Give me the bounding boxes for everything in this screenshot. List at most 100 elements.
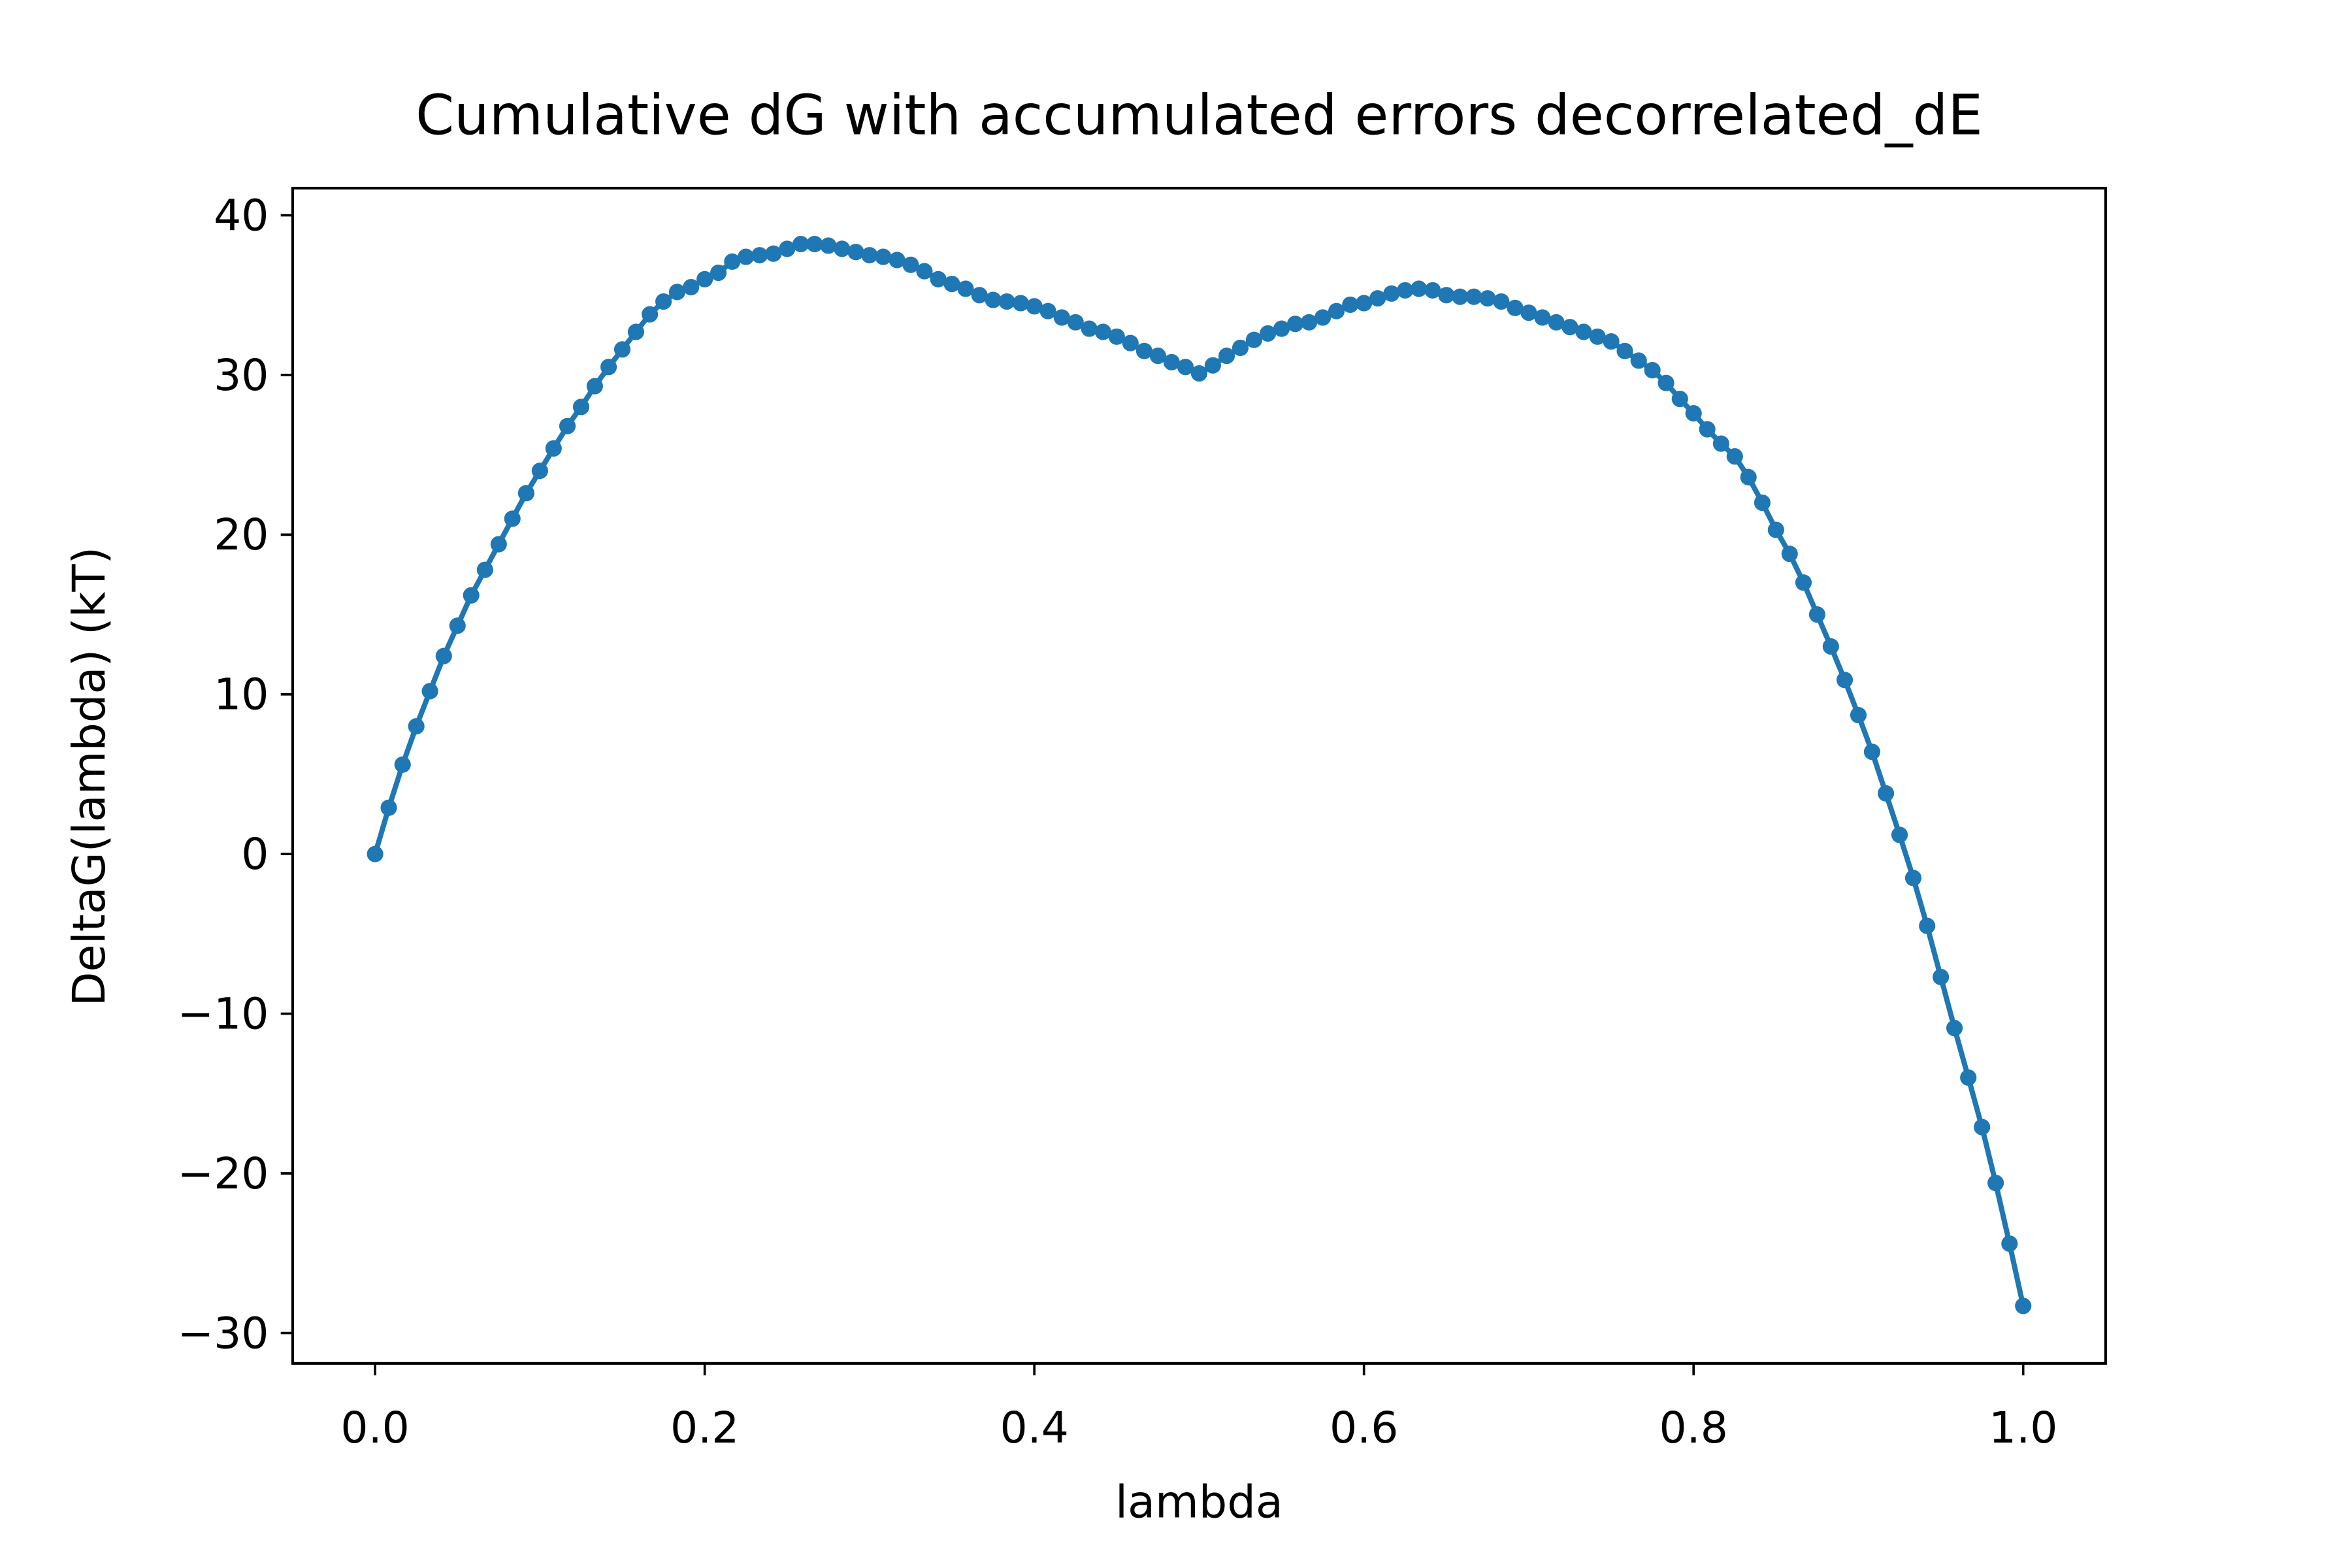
data-point	[1987, 1175, 2004, 1192]
data-point	[724, 253, 741, 270]
data-point	[490, 536, 507, 553]
data-point	[847, 244, 864, 261]
data-point	[504, 510, 521, 527]
data-point	[1726, 448, 1743, 465]
data-point	[1204, 357, 1221, 374]
data-point	[2015, 1298, 2032, 1315]
data-point	[1630, 352, 1647, 369]
data-point	[1245, 331, 1263, 348]
data-point	[1685, 405, 1702, 422]
data-point	[1438, 287, 1455, 304]
x-tick-label: 0.6	[1330, 1402, 1398, 1453]
y-tick-label: 20	[214, 509, 269, 560]
data-point	[1342, 296, 1359, 313]
data-point	[1286, 316, 1304, 333]
data-point	[1836, 672, 1854, 689]
x-tick-label: 0.0	[340, 1402, 409, 1453]
y-tick-label: −30	[178, 1307, 269, 1358]
data-point	[765, 245, 782, 262]
data-point	[1232, 339, 1249, 356]
data-point	[1863, 743, 1880, 760]
data-point	[1740, 468, 1757, 485]
data-point	[1933, 968, 1950, 985]
data-point	[2001, 1235, 2018, 1252]
data-point	[943, 276, 960, 293]
data-point	[1356, 295, 1373, 312]
data-point	[957, 280, 974, 297]
data-point	[394, 756, 411, 773]
data-point	[1108, 328, 1125, 345]
y-tick-label: 40	[214, 189, 269, 240]
data-point	[627, 323, 645, 340]
data-point	[1053, 309, 1070, 326]
data-point	[779, 240, 796, 257]
data-point	[1452, 288, 1469, 305]
y-tick-label: 10	[214, 669, 269, 720]
data-point	[367, 845, 384, 862]
x-tick-label: 0.2	[670, 1402, 739, 1453]
data-point	[1328, 302, 1345, 319]
data-point	[449, 617, 466, 634]
data-point	[1135, 342, 1152, 359]
data-point	[1891, 826, 1908, 843]
data-point	[1946, 1020, 1963, 1037]
data-point	[1081, 320, 1098, 337]
data-point	[710, 264, 727, 282]
data-point	[1424, 282, 1441, 299]
chart-title: Cumulative dG with accumulated errors de…	[416, 84, 1983, 148]
data-point	[998, 293, 1015, 310]
data-point	[861, 247, 878, 264]
data-point	[1644, 362, 1661, 379]
data-point	[1012, 295, 1029, 312]
data-point	[1383, 285, 1400, 302]
data-point	[1960, 1069, 1977, 1086]
data-point	[806, 235, 823, 253]
data-point	[1163, 353, 1180, 370]
data-point	[1603, 333, 1620, 350]
data-point	[1534, 309, 1551, 326]
data-point	[792, 235, 809, 253]
data-point	[1616, 342, 1633, 359]
data-point	[476, 561, 493, 578]
data-point	[517, 485, 535, 502]
data-point	[683, 278, 700, 296]
plot-frame	[291, 186, 2107, 1365]
data-point	[1658, 374, 1674, 391]
data-point	[1795, 574, 1812, 591]
data-point	[1493, 293, 1510, 310]
data-point	[1177, 359, 1194, 376]
data-point	[1067, 314, 1084, 331]
data-point	[421, 683, 438, 700]
y-axis-label: DeltaG(lambda) (kT)	[63, 547, 116, 1006]
data-point	[613, 341, 631, 358]
data-point	[1712, 435, 1729, 452]
x-tick-label: 1.0	[1989, 1402, 2057, 1453]
data-point	[971, 287, 988, 304]
data-point	[1767, 521, 1784, 538]
data-point	[985, 291, 1002, 308]
data-point	[1190, 365, 1207, 382]
y-tick-label: 30	[214, 350, 269, 400]
data-point	[820, 237, 837, 254]
data-point	[380, 799, 397, 816]
data-point	[1878, 785, 1895, 802]
data-point	[930, 270, 947, 287]
data-point	[1974, 1119, 1991, 1135]
data-point	[751, 247, 768, 264]
data-point	[875, 248, 892, 265]
data-point	[1369, 290, 1386, 307]
data-point	[1699, 421, 1716, 438]
data-point	[738, 248, 755, 265]
data-point	[1575, 323, 1592, 340]
data-point	[1411, 280, 1428, 297]
data-point	[1548, 314, 1565, 331]
data-point	[1904, 870, 1922, 887]
data-point	[1808, 606, 1825, 623]
data-point	[834, 240, 851, 257]
data-point	[1850, 706, 1867, 724]
y-tick-label: −10	[178, 988, 269, 1039]
data-point	[600, 359, 617, 376]
data-point	[1479, 290, 1496, 307]
